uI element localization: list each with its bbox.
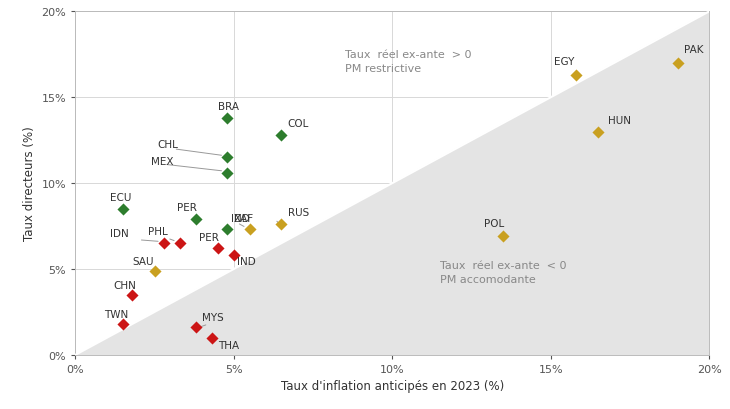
Text: IDN: IDN — [110, 229, 129, 238]
Text: THA: THA — [218, 340, 239, 350]
Point — [244, 227, 256, 233]
Text: HUN: HUN — [608, 115, 631, 126]
Text: TWN: TWN — [104, 309, 128, 319]
Text: BRA: BRA — [218, 102, 239, 112]
Point — [275, 222, 287, 228]
Text: SAU: SAU — [132, 256, 154, 266]
Point — [593, 129, 604, 135]
Point — [212, 245, 224, 252]
Text: PAK: PAK — [684, 45, 704, 55]
Text: EGY: EGY — [554, 57, 575, 67]
Text: COL: COL — [288, 119, 309, 129]
Text: Taux  réel ex-ante  > 0
PM restrictive: Taux réel ex-ante > 0 PM restrictive — [345, 50, 472, 74]
Text: PHL: PHL — [148, 227, 168, 237]
Point — [222, 227, 234, 233]
Text: PER: PER — [199, 232, 219, 242]
Point — [672, 61, 683, 67]
Text: ZAF: ZAF — [234, 213, 254, 223]
Point — [497, 234, 509, 240]
Point — [275, 133, 287, 139]
Text: Taux  réel ex-ante  < 0
PM accomodante: Taux réel ex-ante < 0 PM accomodante — [440, 261, 566, 285]
Point — [117, 206, 128, 213]
Text: MYS: MYS — [202, 312, 224, 322]
Text: PER: PER — [177, 203, 196, 213]
Point — [158, 240, 170, 247]
Text: IND: IND — [231, 213, 250, 223]
Point — [149, 268, 161, 274]
Point — [222, 115, 234, 122]
Point — [190, 324, 201, 331]
Text: CHN: CHN — [113, 280, 137, 290]
Text: POL: POL — [484, 218, 504, 228]
Point — [570, 72, 582, 79]
X-axis label: Taux d'inflation anticipés en 2023 (%): Taux d'inflation anticipés en 2023 (%) — [280, 380, 504, 393]
Text: MEX: MEX — [151, 157, 174, 166]
Text: CHL: CHL — [158, 139, 179, 149]
Point — [126, 292, 138, 298]
Point — [206, 335, 218, 341]
Point — [228, 252, 239, 259]
Polygon shape — [75, 12, 710, 355]
Text: RUS: RUS — [288, 208, 309, 218]
Y-axis label: Taux directeurs (%): Taux directeurs (%) — [23, 126, 36, 241]
Point — [222, 155, 234, 161]
Point — [222, 170, 234, 177]
Point — [117, 321, 128, 328]
Point — [174, 240, 185, 247]
Text: IND: IND — [237, 256, 255, 266]
Text: ECU: ECU — [110, 193, 131, 202]
Point — [190, 216, 201, 223]
